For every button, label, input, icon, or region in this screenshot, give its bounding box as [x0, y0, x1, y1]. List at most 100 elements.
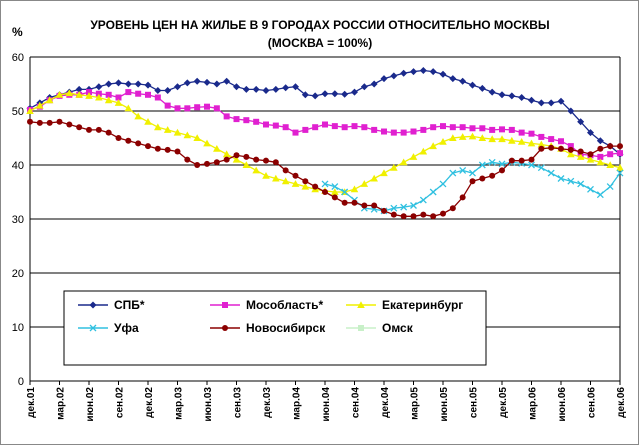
- series-0-point-11: [134, 80, 142, 88]
- series-1-point-12: [145, 91, 151, 98]
- series-2-point-4: [65, 89, 74, 97]
- series-0-point-39: [410, 68, 417, 76]
- series-2-point-25: [272, 174, 280, 182]
- series-3-point-42: [439, 180, 447, 188]
- series-3-point-54: [557, 175, 565, 182]
- y-axis-label: %: [12, 25, 23, 39]
- series-0-point-8: [105, 80, 113, 88]
- series-1-point-23: [253, 118, 260, 125]
- y-tick-label-1: 10: [12, 322, 24, 334]
- y-tick-label-0: 0: [18, 376, 24, 388]
- series-1-point-30: [322, 121, 328, 128]
- series-0-point-57: [587, 129, 594, 137]
- series-1-point-39: [410, 128, 417, 135]
- series-2-point-59: [606, 161, 614, 168]
- series-4-point-19: [213, 159, 220, 166]
- x-tick-label-15: сен.05: [469, 387, 480, 419]
- series-2-point-55: [567, 150, 575, 158]
- legend-label-4: Новосибирск: [246, 321, 326, 335]
- series-4-point-50: [518, 157, 525, 164]
- series-4-point-45: [469, 178, 476, 185]
- series-4-point-44: [459, 194, 466, 201]
- series-4-point-16: [184, 156, 191, 163]
- series-1-point-17: [194, 104, 201, 111]
- series-4-point-8: [105, 129, 112, 136]
- series-2-point-13: [154, 123, 162, 131]
- series-3-point-41: [429, 188, 437, 196]
- series-0-point-20: [223, 77, 231, 85]
- series-1-point-38: [400, 129, 407, 136]
- series-3-point-32: [341, 188, 349, 196]
- series-0-point-21: [233, 83, 240, 91]
- series-3-point-58: [596, 191, 604, 199]
- series-2-point-43: [449, 134, 457, 141]
- series-3-point-53: [547, 169, 555, 177]
- series-3-point-60: [616, 169, 624, 177]
- series-2-point-36: [380, 169, 388, 177]
- x-tick-label-16: дек.05: [498, 387, 509, 418]
- series-2-point-17: [193, 134, 201, 141]
- x-tick-label-1: мар.02: [56, 387, 67, 420]
- series-3-point-46: [478, 161, 486, 169]
- series-2-point-31: [331, 188, 339, 195]
- series-3-point-31: [331, 183, 339, 191]
- series-0-point-52: [537, 99, 545, 107]
- series-1-point-44: [459, 124, 466, 131]
- series-1-point-36: [381, 128, 387, 135]
- series-1-point-18: [204, 103, 210, 110]
- legend-label-3: Уфа: [114, 321, 139, 335]
- series-2-point-8: [104, 96, 113, 104]
- series-4-point-35: [371, 202, 378, 209]
- series-3-point-57: [587, 185, 594, 193]
- series-4-point-47: [489, 172, 496, 179]
- series-0-point-42: [439, 70, 447, 78]
- series-2: [26, 89, 624, 195]
- series-4-point-42: [440, 210, 446, 217]
- x-tick-label-20: дек.06: [616, 387, 627, 418]
- series-0-point-28: [301, 91, 309, 99]
- series-3-point-30: [321, 180, 329, 188]
- series-4-point-33: [351, 199, 358, 206]
- series-0-point-13: [154, 86, 162, 94]
- series-4-point-12: [145, 143, 151, 150]
- series-4-point-1: [36, 119, 43, 126]
- series-2-point-40: [419, 147, 428, 155]
- series-4-point-29: [312, 183, 319, 190]
- series-1-point-22: [243, 117, 250, 124]
- series-0-point-54: [557, 97, 565, 105]
- series-1-point-45: [469, 125, 476, 132]
- x-tick-label-0: дек.01: [26, 387, 37, 418]
- series-0-point-14: [164, 86, 172, 94]
- series-3-point-40: [419, 196, 427, 204]
- series-1-point-19: [213, 105, 220, 112]
- series-0-point-26: [282, 84, 290, 92]
- x-tick-label-6: июн.03: [203, 387, 214, 422]
- series-4-point-38: [400, 213, 407, 220]
- series-2-point-60: [616, 163, 624, 171]
- series-2-point-46: [478, 134, 487, 141]
- y-tick-label-3: 30: [12, 214, 24, 226]
- series-4: [27, 118, 623, 220]
- series-1-point-59: [607, 151, 614, 158]
- series-4-point-4: [66, 121, 73, 128]
- x-tick-label-3: сен.02: [115, 387, 126, 419]
- series-1-point-26: [282, 124, 289, 131]
- series-0-point-17: [193, 77, 201, 85]
- series-0-point-9: [115, 79, 122, 87]
- series-4-point-46: [479, 175, 486, 182]
- series-0-point-56: [577, 118, 585, 126]
- series-2-point-19: [213, 145, 221, 152]
- series-0-point-19: [213, 80, 221, 88]
- x-tick-label-2: июн.02: [85, 387, 96, 422]
- legend-marker-3: [89, 324, 97, 332]
- x-tick-label-10: июн.04: [321, 387, 332, 422]
- series-4-point-40: [420, 211, 427, 218]
- series-1-point-50: [518, 129, 525, 136]
- series-2-point-24: [262, 172, 270, 179]
- series-4-point-58: [597, 145, 604, 152]
- series-0-point-12: [144, 81, 152, 89]
- series-1-point-21: [233, 116, 240, 123]
- y-tick-label-4: 40: [12, 160, 24, 172]
- series-2-point-52: [537, 140, 546, 148]
